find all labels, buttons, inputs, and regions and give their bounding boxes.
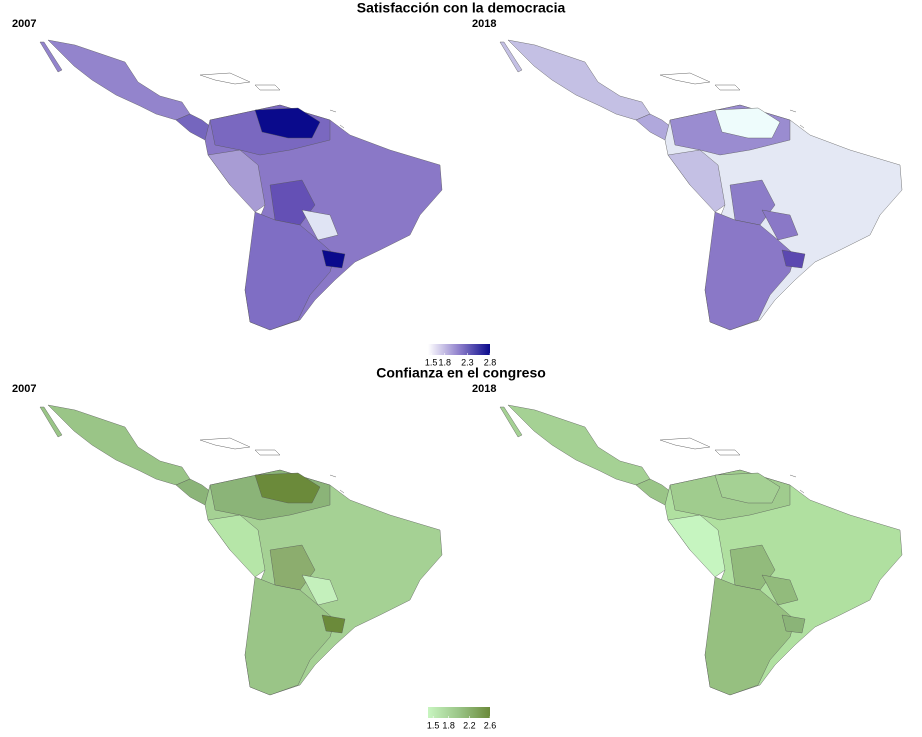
region	[207, 514, 266, 578]
region	[254, 107, 321, 139]
region	[714, 472, 781, 504]
islands	[199, 437, 345, 494]
panel-label: 2007	[12, 18, 36, 30]
region	[667, 149, 726, 213]
legend-tick-label: 2.8	[484, 357, 497, 367]
region	[704, 211, 796, 331]
region	[207, 149, 266, 213]
region	[781, 249, 806, 269]
region	[714, 107, 781, 139]
legend-tick-label: 2.6	[484, 720, 497, 730]
map	[39, 404, 443, 696]
map	[39, 39, 443, 331]
legend-tick-label: 2.2	[463, 720, 476, 730]
region	[301, 574, 339, 606]
panel-label: 2018	[472, 383, 496, 395]
region	[39, 39, 191, 121]
legend-tick-label: 1.5	[425, 357, 438, 367]
region	[321, 249, 346, 269]
legend-bar	[428, 707, 490, 718]
legend-tick-label: 1.5	[427, 720, 440, 730]
region	[301, 209, 339, 241]
region	[761, 209, 799, 241]
region	[244, 211, 336, 331]
region	[667, 514, 726, 578]
section-title: Confianza en el congreso	[376, 365, 546, 381]
region	[244, 576, 336, 696]
islands	[659, 437, 805, 494]
region	[499, 404, 651, 486]
legend-bar	[428, 344, 490, 355]
section-title: Satisfacción con la democracia	[357, 0, 566, 16]
islands	[199, 72, 345, 129]
panel-label: 2018	[472, 18, 496, 30]
legend-tick-label: 2.3	[461, 357, 474, 367]
region	[499, 39, 651, 121]
legend-tick-label: 1.8	[438, 357, 451, 367]
panel-label: 2007	[12, 383, 36, 395]
legend-tick-label: 1.8	[442, 720, 455, 730]
map	[499, 39, 903, 331]
region	[321, 614, 346, 634]
region	[39, 404, 191, 486]
islands	[659, 72, 805, 129]
region	[781, 614, 806, 634]
map	[499, 404, 903, 696]
region	[761, 574, 799, 606]
region	[704, 576, 796, 696]
region	[254, 472, 321, 504]
